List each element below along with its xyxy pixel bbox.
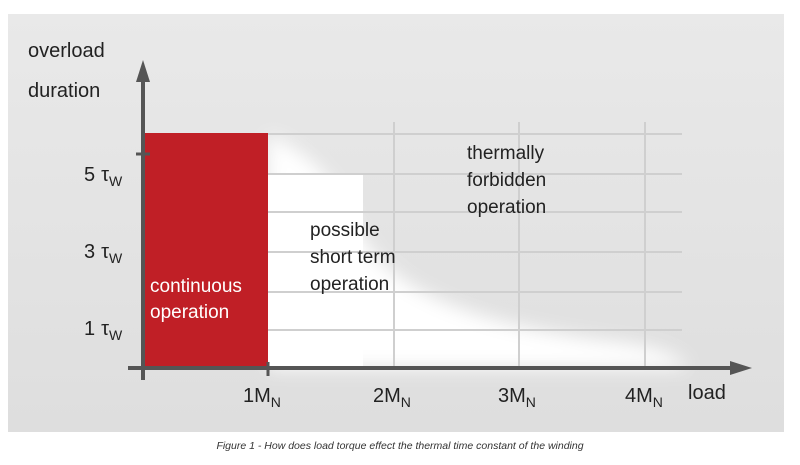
y-tick-5tw: 5 τW xyxy=(84,164,123,189)
short-term-operation-label: possible short term operation xyxy=(310,220,401,295)
y-axis-arrow xyxy=(136,60,150,82)
forbidden-operation-label: thermally forbidden operation xyxy=(467,143,552,218)
x-tick-1mn: 1MN xyxy=(243,385,281,410)
x-tick-2mn: 2MN xyxy=(373,385,411,410)
x-tick-3mn: 3MN xyxy=(498,385,536,410)
short-term-zone xyxy=(268,135,690,368)
x-axis-label: load xyxy=(688,382,726,404)
y-tick-3tw: 3 τW xyxy=(84,241,123,266)
short-term-zone-core xyxy=(268,175,363,368)
figure-caption: Figure 1 - How does load torque effect t… xyxy=(216,440,584,452)
x-tick-4mn: 4MN xyxy=(625,385,663,410)
y-tick-1tw: 1 τW xyxy=(84,318,123,343)
continuous-operation-label: continuous operation xyxy=(150,276,247,323)
axes xyxy=(128,80,735,380)
x-axis-arrow xyxy=(730,361,752,375)
y-axis-label: overload duration xyxy=(28,40,110,102)
continuous-operation-region xyxy=(143,133,268,369)
